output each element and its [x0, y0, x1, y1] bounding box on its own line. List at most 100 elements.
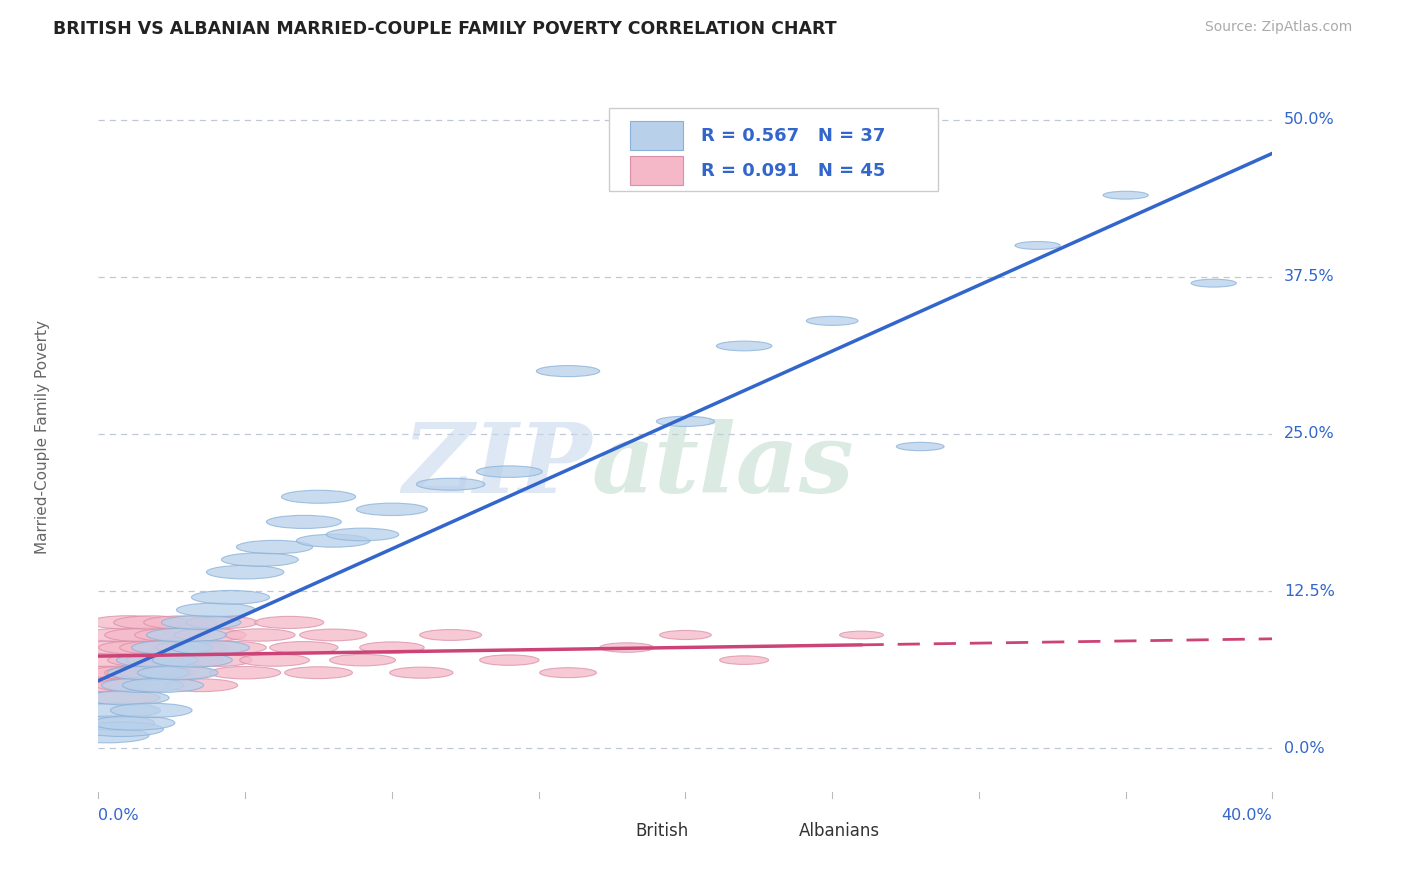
Ellipse shape	[839, 632, 883, 639]
Ellipse shape	[165, 679, 238, 691]
Ellipse shape	[540, 668, 596, 678]
Ellipse shape	[284, 666, 353, 679]
Ellipse shape	[84, 628, 160, 641]
Ellipse shape	[66, 728, 149, 743]
Ellipse shape	[138, 665, 218, 680]
Ellipse shape	[77, 703, 160, 718]
Ellipse shape	[120, 641, 194, 654]
Ellipse shape	[599, 643, 654, 652]
Ellipse shape	[108, 654, 183, 666]
Ellipse shape	[479, 655, 538, 665]
Ellipse shape	[93, 715, 174, 731]
Ellipse shape	[536, 366, 600, 376]
Text: 40.0%: 40.0%	[1222, 808, 1272, 823]
Ellipse shape	[146, 628, 226, 642]
Ellipse shape	[111, 703, 193, 717]
Ellipse shape	[209, 666, 281, 679]
Ellipse shape	[419, 630, 482, 640]
Ellipse shape	[281, 491, 356, 503]
FancyBboxPatch shape	[630, 156, 683, 186]
Text: ZIP: ZIP	[402, 419, 592, 513]
Ellipse shape	[170, 640, 249, 655]
Text: 0.0%: 0.0%	[1284, 740, 1324, 756]
Ellipse shape	[120, 666, 194, 679]
Ellipse shape	[194, 641, 266, 654]
Text: 0.0%: 0.0%	[98, 808, 139, 823]
FancyBboxPatch shape	[630, 121, 683, 151]
Ellipse shape	[114, 615, 188, 629]
Ellipse shape	[125, 654, 200, 666]
Ellipse shape	[86, 690, 169, 705]
Ellipse shape	[90, 666, 166, 680]
Ellipse shape	[807, 317, 858, 326]
Text: 12.5%: 12.5%	[1284, 583, 1336, 599]
Ellipse shape	[107, 665, 190, 680]
Ellipse shape	[104, 628, 180, 641]
Ellipse shape	[207, 566, 284, 579]
Text: Source: ZipAtlas.com: Source: ZipAtlas.com	[1205, 20, 1353, 34]
Text: British: British	[636, 822, 688, 840]
Text: R = 0.091   N = 45: R = 0.091 N = 45	[700, 161, 884, 180]
Text: R = 0.567   N = 37: R = 0.567 N = 37	[700, 127, 884, 145]
Ellipse shape	[254, 616, 323, 629]
Ellipse shape	[131, 640, 212, 655]
Ellipse shape	[90, 615, 166, 629]
Ellipse shape	[225, 629, 295, 641]
Text: 37.5%: 37.5%	[1284, 269, 1334, 285]
Ellipse shape	[416, 478, 485, 491]
Ellipse shape	[717, 341, 772, 351]
Text: atlas: atlas	[592, 419, 853, 513]
Ellipse shape	[1104, 191, 1149, 199]
Ellipse shape	[104, 666, 180, 680]
Ellipse shape	[389, 667, 453, 678]
Ellipse shape	[191, 591, 270, 604]
Ellipse shape	[117, 653, 198, 667]
Ellipse shape	[186, 616, 257, 629]
Ellipse shape	[80, 722, 163, 737]
Ellipse shape	[266, 516, 342, 528]
Ellipse shape	[1191, 279, 1236, 287]
Ellipse shape	[659, 631, 711, 640]
Ellipse shape	[77, 640, 155, 654]
Text: Albanians: Albanians	[799, 822, 880, 840]
Ellipse shape	[239, 654, 309, 666]
Ellipse shape	[75, 679, 152, 692]
Ellipse shape	[122, 678, 204, 692]
FancyBboxPatch shape	[579, 816, 621, 846]
Ellipse shape	[221, 553, 298, 566]
Ellipse shape	[141, 666, 215, 679]
Text: 50.0%: 50.0%	[1284, 112, 1334, 128]
Ellipse shape	[477, 466, 543, 477]
Ellipse shape	[162, 615, 240, 630]
Ellipse shape	[360, 642, 425, 653]
Ellipse shape	[270, 641, 337, 654]
Ellipse shape	[236, 541, 312, 554]
Text: Married-Couple Family Poverty: Married-Couple Family Poverty	[35, 320, 49, 554]
FancyBboxPatch shape	[744, 816, 785, 846]
Text: 25.0%: 25.0%	[1284, 426, 1334, 442]
Ellipse shape	[297, 534, 370, 547]
Ellipse shape	[356, 503, 427, 516]
Ellipse shape	[96, 679, 172, 692]
Ellipse shape	[98, 641, 174, 654]
Ellipse shape	[66, 666, 143, 680]
Text: BRITISH VS ALBANIAN MARRIED-COUPLE FAMILY POVERTY CORRELATION CHART: BRITISH VS ALBANIAN MARRIED-COUPLE FAMIL…	[53, 20, 837, 37]
Ellipse shape	[101, 678, 183, 692]
Ellipse shape	[72, 653, 149, 667]
Ellipse shape	[143, 616, 218, 629]
Ellipse shape	[84, 691, 160, 705]
Ellipse shape	[176, 603, 256, 616]
Ellipse shape	[326, 528, 399, 541]
FancyBboxPatch shape	[609, 108, 938, 192]
Ellipse shape	[329, 655, 395, 666]
Ellipse shape	[299, 629, 367, 640]
Ellipse shape	[1015, 242, 1060, 250]
Ellipse shape	[657, 417, 714, 426]
Ellipse shape	[174, 629, 246, 641]
Ellipse shape	[156, 641, 229, 654]
Ellipse shape	[72, 715, 155, 731]
Ellipse shape	[149, 654, 224, 666]
Ellipse shape	[180, 654, 252, 666]
Ellipse shape	[897, 442, 943, 450]
Ellipse shape	[720, 656, 769, 665]
